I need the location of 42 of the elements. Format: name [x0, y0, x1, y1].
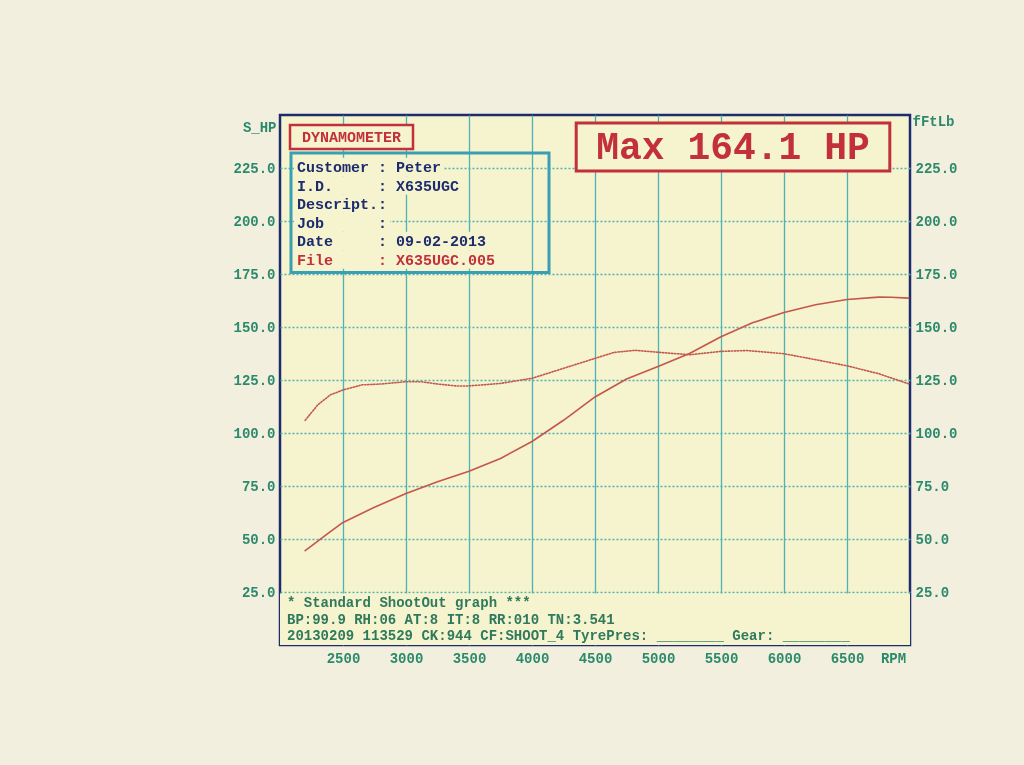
y2-axis-title: fFtLb — [912, 113, 955, 130]
annotation: Descript.: — [297, 197, 388, 214]
y2-tick-label: 100.0 — [915, 425, 958, 442]
y2-tick-label: 125.0 — [915, 372, 958, 389]
line-series — [304, 296, 910, 552]
y-tick-label: 125.0 — [233, 372, 276, 389]
text: Job : — [297, 215, 388, 233]
text: DYNAMOMETER — [301, 130, 402, 147]
annotation: Max 164.1 HP — [596, 127, 870, 170]
y-tick-label: 75.0 — [241, 478, 276, 495]
y-axis-title: S_HP — [242, 119, 277, 136]
x-axis-title: RPM — [880, 650, 907, 667]
x-tick-label: 3500 — [452, 650, 487, 667]
y-tick-label: 200.0 — [233, 213, 276, 230]
x-tick-label: 4500 — [578, 650, 613, 667]
text: Date : 09-02-2013 — [297, 234, 487, 251]
y-tick-label: 150.0 — [233, 319, 276, 336]
y-tick-label: 175.0 — [233, 266, 276, 283]
annotation: Customer : Peter — [297, 160, 442, 177]
annotation: 20130209 113529 CK:944 CF:SHOOT_4 TyrePres: ________ Gear: ________ — [287, 628, 851, 644]
y2-tick-label: 50.0 — [915, 531, 950, 548]
y-tick-label: 25.0 — [241, 584, 276, 601]
text: File : X635UGC.005 — [297, 252, 496, 270]
text: I.D. : X635UGC — [297, 178, 460, 196]
annotation: * Standard ShootOut graph *** — [287, 595, 531, 611]
y2-tick-label: 150.0 — [915, 319, 958, 336]
x-tick-label: 6500 — [830, 650, 865, 667]
x-tick-label: 6000 — [767, 650, 802, 667]
x-tick-label: 3000 — [389, 650, 424, 667]
x-tick-label: 2500 — [326, 650, 361, 667]
y2-tick-label: 75.0 — [915, 478, 950, 495]
x-tick-label: 4000 — [515, 650, 550, 667]
y2-tick-label: 200.0 — [915, 213, 958, 230]
y2-tick-label: 175.0 — [915, 266, 958, 283]
annotation: BP:99.9 RH:06 AT:8 IT:8 RR:010 TN:3.541 — [287, 611, 615, 628]
y-tick-label: 50.0 — [241, 531, 276, 548]
y-tick-label: 225.0 — [233, 160, 276, 177]
y-tick-label: 100.0 — [233, 425, 276, 442]
x-tick-label: 5000 — [641, 650, 676, 667]
y2-tick-label: 225.0 — [915, 160, 958, 177]
x-tick-label: 5500 — [704, 650, 739, 667]
y2-tick-label: 25.0 — [915, 584, 950, 601]
